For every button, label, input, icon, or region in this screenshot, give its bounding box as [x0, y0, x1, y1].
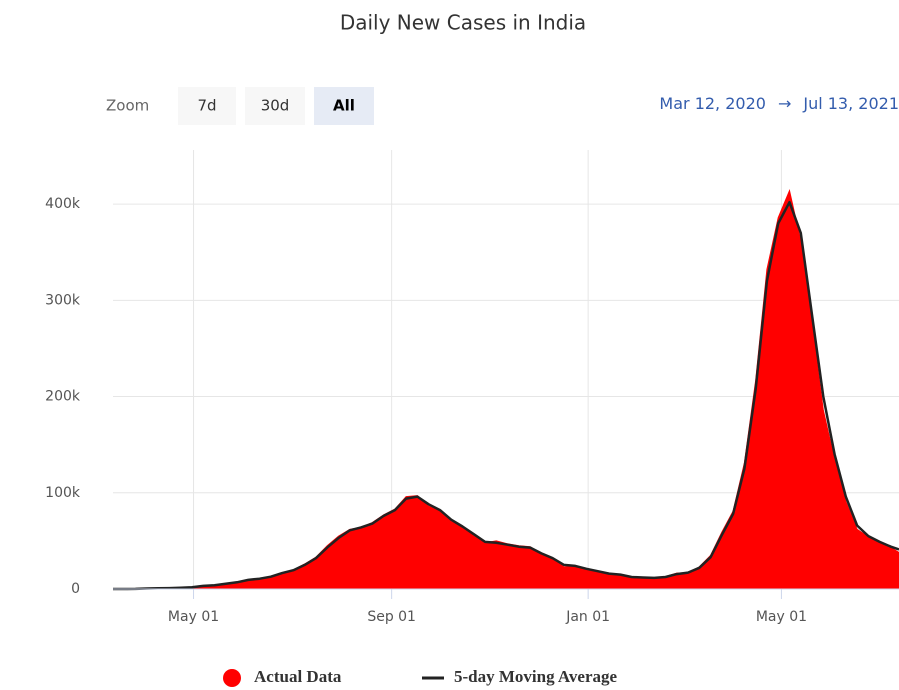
zoom-button[interactable]: 7d — [178, 87, 236, 125]
zoom-button-bg — [178, 87, 236, 125]
y-tick-label: 100k — [45, 485, 81, 501]
legend-item[interactable]: Actual Data — [223, 667, 342, 687]
zoom-button-label: All — [333, 97, 355, 115]
zoom-button-bg — [314, 87, 374, 125]
legend-label: 5-day Moving Average — [454, 667, 618, 686]
zoom-button-bg — [245, 87, 305, 125]
legend-item[interactable]: 5-day Moving Average — [422, 667, 618, 686]
x-tick-label: Sep 01 — [367, 609, 416, 625]
chart-title: Daily New Cases in India — [340, 11, 586, 35]
range-arrow: → — [778, 94, 791, 113]
date-range: Mar 12, 2020 → Jul 13, 2021 — [659, 94, 899, 113]
legend-label: Actual Data — [254, 667, 342, 686]
y-tick-label: 0 — [71, 581, 80, 597]
range-to: Jul 13, 2021 — [802, 94, 899, 113]
x-tick-label: May 01 — [168, 609, 219, 625]
zoom-button-label: 30d — [261, 97, 290, 115]
y-tick-label: 300k — [45, 292, 81, 308]
line — [113, 200, 899, 591]
x-tick-label: Jan 01 — [565, 609, 610, 625]
zoom-button-label: 7d — [197, 97, 216, 115]
y-tick-label: 200k — [45, 389, 81, 405]
legend-symbol — [223, 669, 241, 687]
zoom-button[interactable]: 30d — [245, 87, 305, 125]
zoom-button[interactable]: All — [314, 87, 374, 125]
y-tick-label: 400k — [45, 196, 81, 212]
x-tick-label: May 01 — [756, 609, 807, 625]
zoom-label: Zoom — [106, 97, 149, 115]
range-from: Mar 12, 2020 — [659, 94, 766, 113]
area — [113, 188, 899, 590]
